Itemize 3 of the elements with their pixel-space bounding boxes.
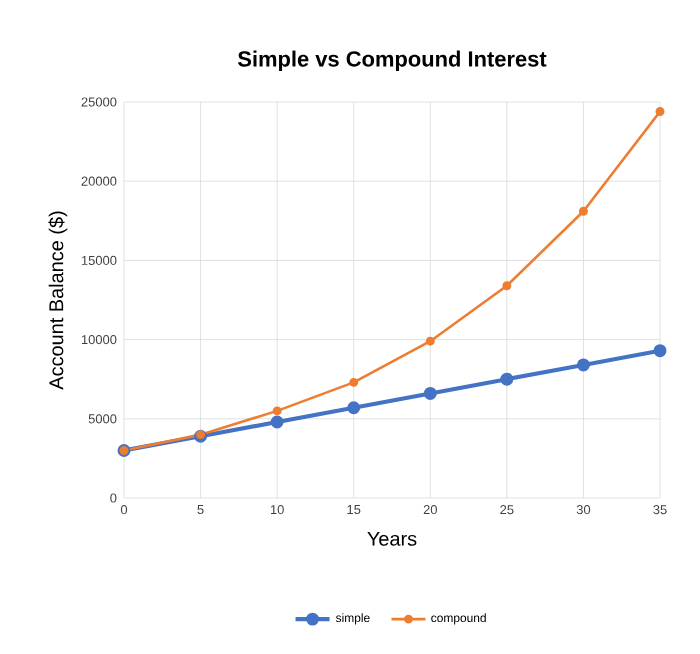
chart-title: Simple vs Compound Interest [237,50,547,71]
x-axis-title: Years [367,531,417,546]
y-axis-title: Account Balance ($) [48,211,68,390]
